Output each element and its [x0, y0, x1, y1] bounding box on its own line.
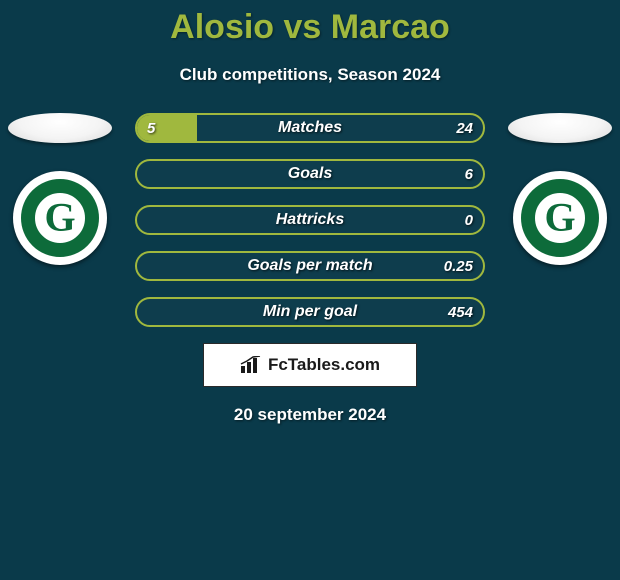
- stat-value-right: 6: [465, 161, 473, 187]
- stat-value-right: 24: [456, 115, 473, 141]
- stat-value-right: 454: [448, 299, 473, 325]
- club-crest-letter: G: [44, 194, 75, 241]
- stat-label: Min per goal: [137, 299, 483, 325]
- stat-row-min-per-goal: Min per goal 454: [135, 297, 485, 327]
- stat-label: Hattricks: [137, 207, 483, 233]
- brand-watermark: FcTables.com: [203, 343, 417, 387]
- stat-label: Goals per match: [137, 253, 483, 279]
- stat-row-goals: Goals 6: [135, 159, 485, 189]
- snapshot-date: 20 september 2024: [0, 405, 620, 425]
- stat-fill-left: [137, 115, 197, 141]
- player-left-club-crest: G: [13, 171, 107, 265]
- comparison-body: G G 5 Matches 24 Goals 6 Hattricks: [0, 113, 620, 327]
- comparison-title: Alosio vs Marcao: [0, 0, 620, 47]
- player-right-column: G: [500, 113, 620, 265]
- player-right-photo-placeholder: [508, 113, 612, 143]
- player-left-photo-placeholder: [8, 113, 112, 143]
- comparison-subtitle: Club competitions, Season 2024: [0, 65, 620, 85]
- bar-chart-icon: [240, 356, 262, 374]
- stat-value-right: 0: [465, 207, 473, 233]
- club-crest-letter: G: [544, 194, 575, 241]
- player-right-club-crest: G: [513, 171, 607, 265]
- stat-row-goals-per-match: Goals per match 0.25: [135, 251, 485, 281]
- stat-bars: 5 Matches 24 Goals 6 Hattricks 0 Goals p…: [135, 113, 485, 327]
- stat-row-hattricks: Hattricks 0: [135, 205, 485, 235]
- stat-row-matches: 5 Matches 24: [135, 113, 485, 143]
- brand-text: FcTables.com: [268, 355, 380, 375]
- stat-label: Goals: [137, 161, 483, 187]
- player-left-column: G: [0, 113, 120, 265]
- stat-value-right: 0.25: [444, 253, 473, 279]
